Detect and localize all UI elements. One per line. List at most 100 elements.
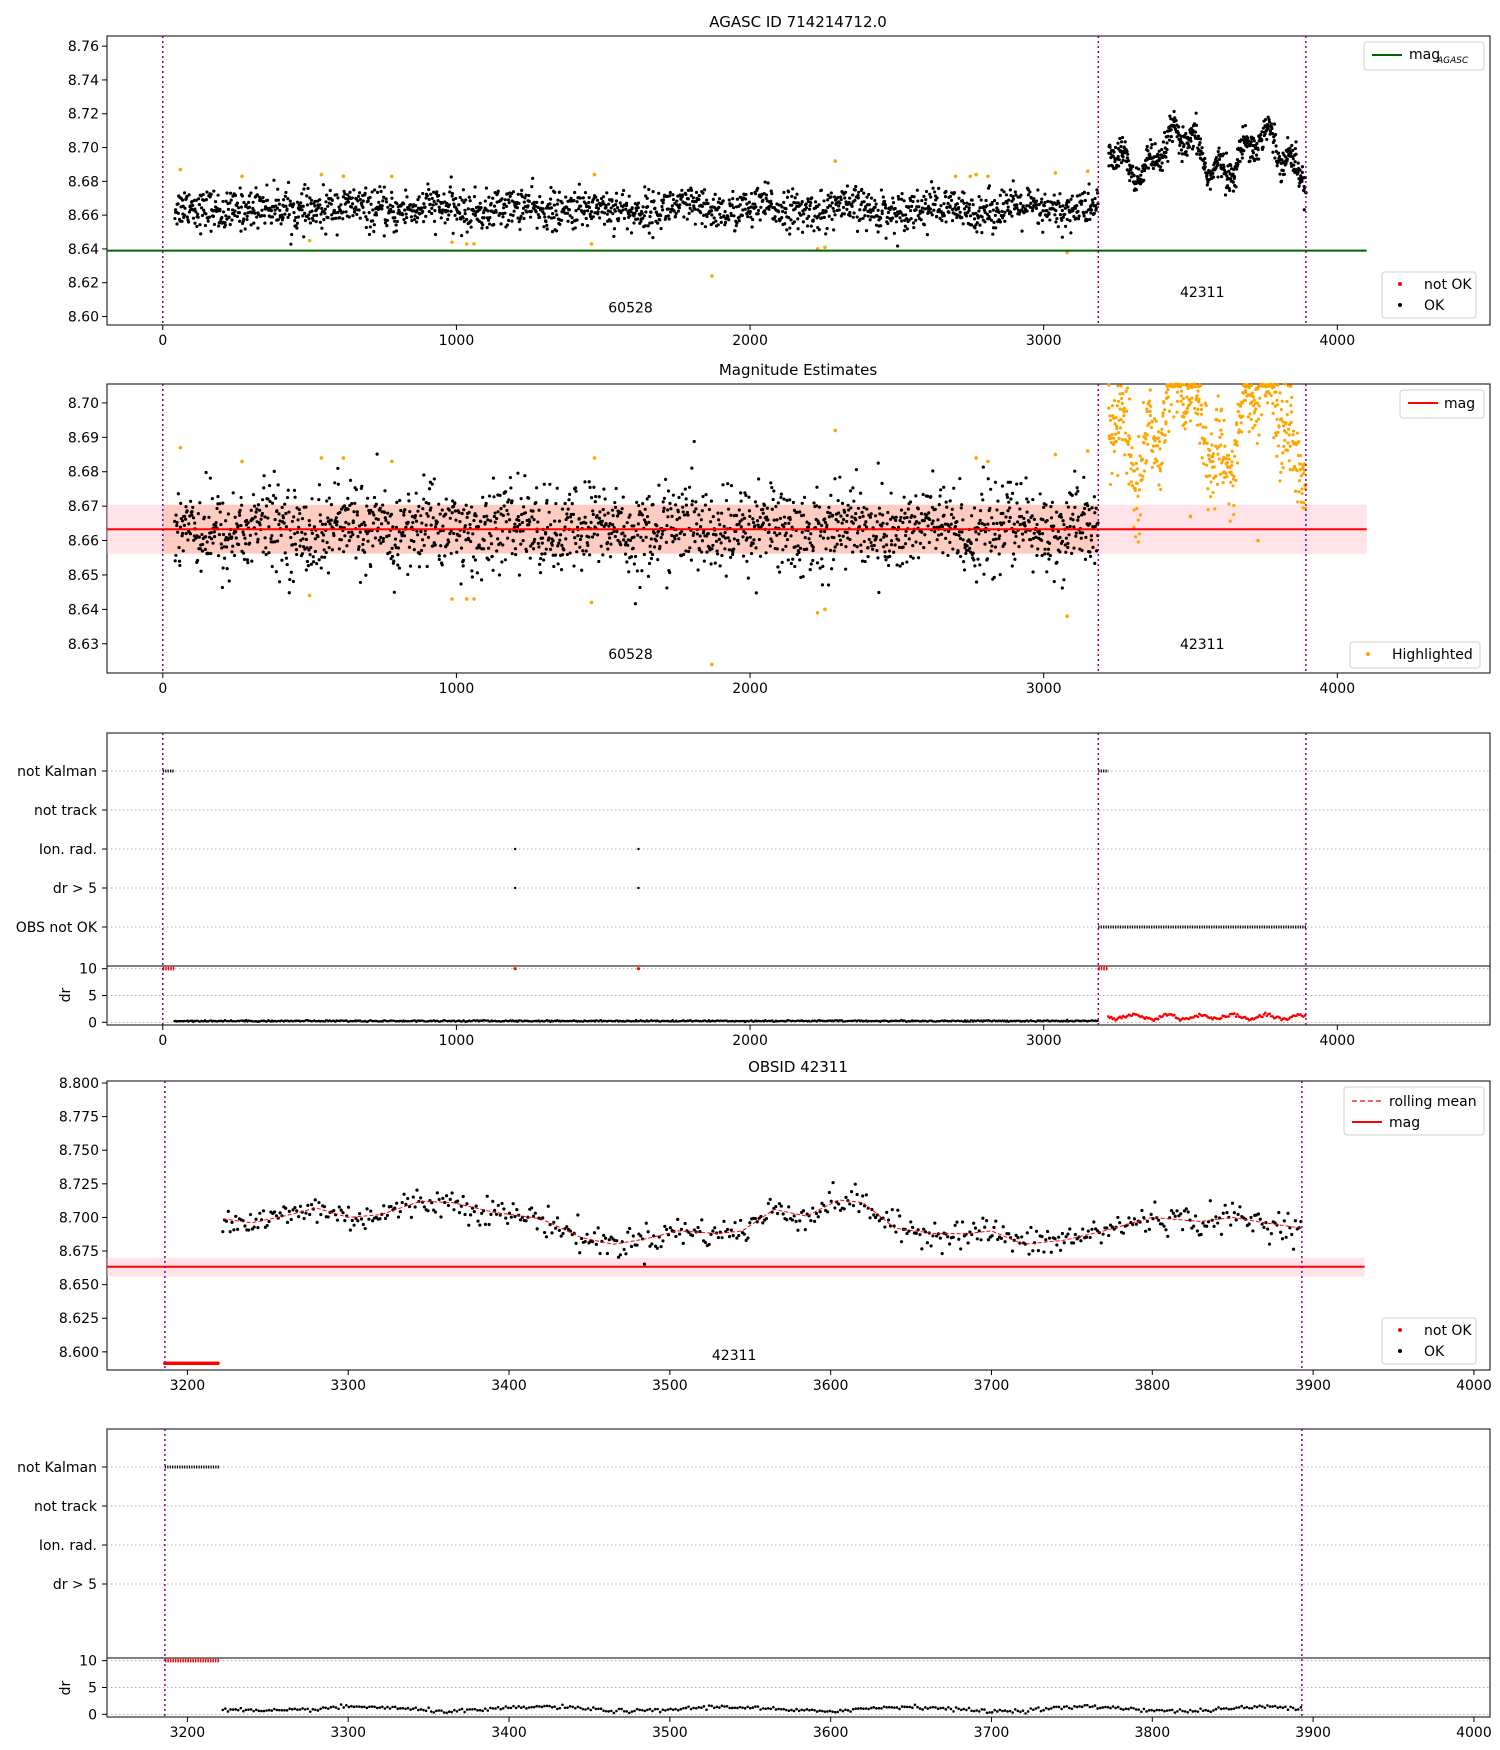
data-point: [535, 529, 539, 534]
data-point: [380, 204, 384, 208]
data-point: [1135, 467, 1140, 471]
data-point: [974, 580, 979, 584]
data-point: [308, 221, 313, 225]
data-point: [924, 189, 929, 194]
data-point: [194, 210, 198, 214]
data-point: [555, 533, 559, 537]
data-point: [958, 536, 963, 541]
data-point: [777, 570, 782, 574]
data-point: [429, 506, 433, 510]
data-point: [1080, 513, 1084, 517]
data-point: [977, 521, 981, 525]
data-point: [1027, 520, 1031, 524]
data-point: [390, 554, 395, 559]
data-point: [1049, 516, 1054, 520]
data-point: [1172, 415, 1176, 419]
data-point: [314, 219, 318, 224]
data-point: [908, 520, 912, 524]
data-point: [812, 501, 816, 505]
data-point: [1163, 433, 1167, 437]
data-point: [719, 532, 723, 536]
data-point: [880, 513, 885, 517]
data-point: [207, 515, 211, 519]
data-point: [482, 547, 486, 551]
data-point: [336, 196, 340, 200]
data-point: [854, 511, 858, 516]
data-point: [545, 498, 549, 503]
data-point: [1019, 514, 1024, 519]
data-point: [1240, 156, 1244, 160]
data-point: [180, 219, 184, 223]
data-point: [972, 558, 976, 562]
data-point: [830, 201, 834, 205]
data-point: [507, 201, 511, 205]
data-point: [903, 542, 908, 546]
data-point: [902, 229, 906, 233]
data-point: [524, 193, 528, 197]
data-point: [954, 532, 958, 537]
data-point: [1013, 557, 1017, 561]
data-point: [1013, 541, 1017, 545]
data-point: [883, 554, 887, 559]
data-point: [1209, 432, 1214, 436]
data-point: [1113, 145, 1118, 150]
data-point: [601, 507, 605, 512]
data-point: [402, 513, 406, 517]
data-point: [559, 568, 564, 572]
data-point: [1257, 433, 1261, 437]
data-point: [711, 532, 716, 536]
data-point: [1061, 215, 1065, 219]
data-point: [1006, 480, 1010, 484]
data-point: [246, 521, 250, 525]
data-point: [1116, 431, 1121, 435]
data-point: [711, 197, 715, 201]
data-point: [1030, 514, 1034, 518]
data-point: [566, 507, 570, 511]
data-point: [242, 217, 246, 221]
data-point: [1049, 505, 1053, 509]
data-point: [1300, 492, 1304, 496]
data-point: [1060, 218, 1064, 222]
data-point: [668, 501, 672, 505]
data-point: [997, 210, 1001, 214]
data-point: [738, 203, 742, 207]
data-point: [878, 512, 882, 516]
data-point: [786, 558, 790, 562]
data-point: [632, 562, 637, 566]
data-point: [231, 544, 235, 548]
data-point: [674, 211, 678, 216]
data-point: [782, 200, 786, 205]
data-point: [788, 517, 792, 521]
data-point: [742, 516, 747, 520]
data-point: [899, 197, 904, 201]
data-point: [715, 549, 719, 553]
data-point: [898, 564, 902, 568]
data-point: [957, 530, 962, 534]
data-point: [531, 547, 536, 551]
data-point: [931, 519, 935, 523]
data-point: [1188, 419, 1193, 423]
data-point: [1302, 471, 1306, 476]
data-point: [694, 190, 699, 195]
data-point: [1217, 419, 1221, 423]
data-point: [475, 546, 479, 550]
data-point: [609, 219, 613, 223]
data-point: [1199, 403, 1203, 407]
data-point: [233, 213, 237, 218]
data-point: [607, 202, 611, 206]
data-point: [888, 554, 892, 558]
highlighted-point: [833, 159, 838, 163]
data-point: [1163, 439, 1167, 443]
data-point: [884, 534, 889, 538]
data-point: [1300, 170, 1304, 175]
data-point: [649, 537, 653, 541]
data-point: [1047, 557, 1051, 561]
data-point: [323, 555, 327, 559]
data-point: [247, 200, 251, 204]
data-point: [1076, 217, 1081, 221]
data-point: [731, 552, 735, 557]
data-point: [1232, 512, 1236, 517]
data-point: [1093, 196, 1097, 201]
data-point: [429, 523, 433, 527]
data-point: [767, 207, 771, 211]
